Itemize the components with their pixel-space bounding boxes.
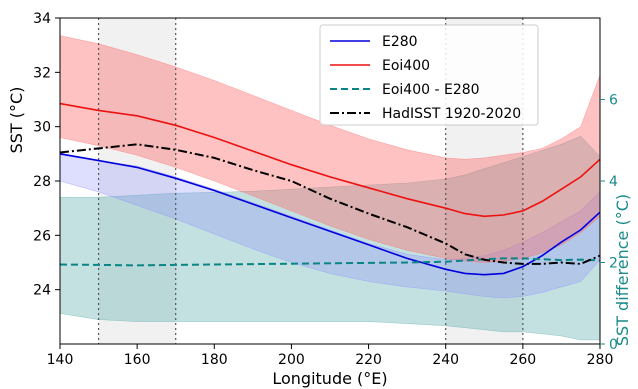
series-lines	[59, 102, 601, 276]
x-tick-label-5: 240	[432, 352, 459, 368]
x-tick-label-3: 200	[278, 352, 305, 368]
x-axis-label: Longitude (°E)	[272, 369, 387, 388]
y2-tick-label-0: 0	[609, 337, 618, 353]
y-tick-label-3: 30	[33, 120, 51, 136]
x-tick-label-0: 140	[47, 352, 74, 368]
y2-axis-ticks: 0 2 4 6	[600, 93, 618, 353]
x-tick-label-6: 260	[509, 352, 536, 368]
x-tick-label-7: 280	[587, 352, 614, 368]
x-tick-label-1: 160	[124, 352, 151, 368]
legend-label-0: E280	[382, 34, 418, 50]
y-axis-label: SST (°C)	[7, 87, 26, 154]
legend-label-2: Eoi400 - E280	[382, 82, 480, 98]
series-line-hadisst-1920-2020	[59, 143, 601, 265]
x-tick-label-2: 180	[201, 352, 228, 368]
y-tick-label-1: 26	[33, 228, 51, 244]
y-tick-label-5: 34	[33, 11, 51, 27]
y-tick-label-4: 32	[33, 65, 51, 81]
y2-tick-label-3: 6	[609, 93, 618, 109]
series-line-e280	[59, 153, 601, 276]
uncertainty-bands	[59, 35, 601, 341]
shaded-region-0	[98, 18, 176, 344]
y2-tick-label-2: 4	[609, 174, 618, 190]
legend-box	[319, 24, 539, 126]
series-line-eoi400	[59, 102, 601, 218]
region-boundary-lines	[97, 18, 524, 344]
y2-axis-label: SST difference (°C)	[613, 194, 632, 346]
y2-tick-label-1: 2	[609, 256, 618, 272]
legend-label-3: HadISST 1920-2020	[382, 106, 521, 122]
series-line-eoi400-e280	[59, 257, 601, 267]
x-tick-label-4: 220	[355, 352, 382, 368]
x-axis-ticks: 140 160 180 200 220 240 260 280	[47, 344, 614, 368]
legend: E280 Eoi400 Eoi400 - E280 HadISST 1920-2020	[319, 24, 539, 126]
legend-entries: E280 Eoi400 Eoi400 - E280 HadISST 1920-2020	[330, 34, 521, 122]
legend-label-1: Eoi400	[382, 58, 430, 74]
y-axis-ticks: 24 26 28 30 32 34	[33, 11, 60, 299]
y-tick-label-0: 24	[33, 283, 51, 299]
y-tick-label-2: 28	[33, 174, 51, 190]
